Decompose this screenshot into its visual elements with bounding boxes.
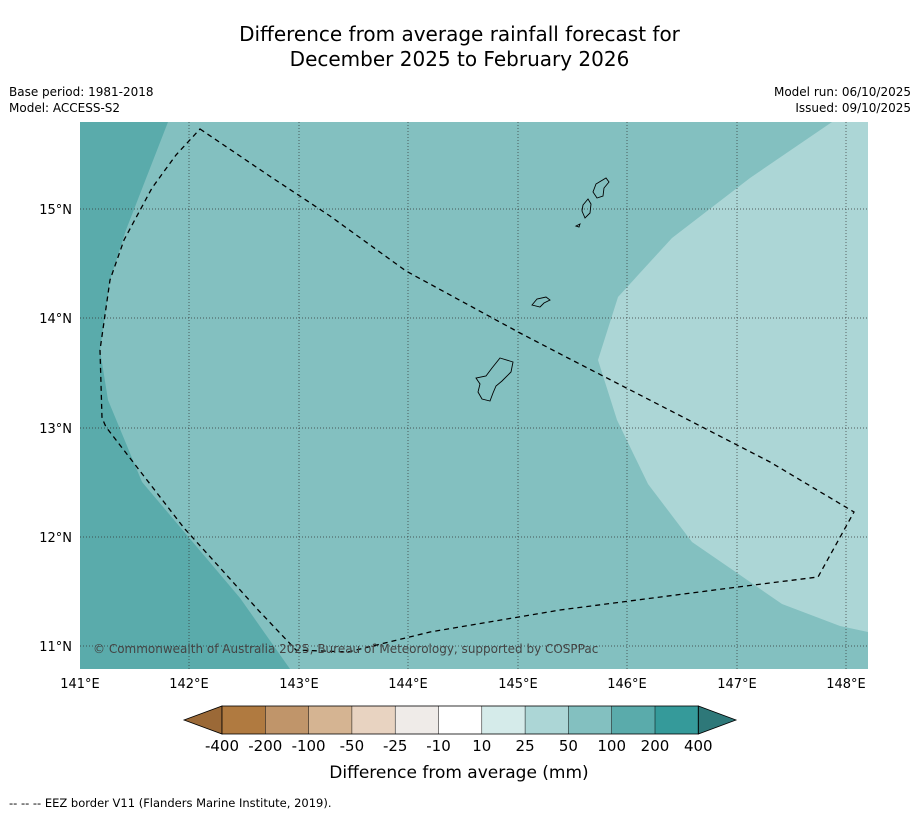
colorbar-swatch — [525, 706, 569, 734]
colorbar-swatch — [222, 706, 266, 734]
island-rota — [531, 296, 551, 308]
issued-date: Issued: 09/10/2025 — [795, 101, 911, 115]
colorbar-tick-label: -200 — [248, 737, 282, 755]
lat-label: 11°N — [39, 640, 72, 655]
island-saipan — [592, 177, 610, 199]
lat-label: 14°N — [39, 312, 72, 327]
rainfall-bands — [80, 122, 868, 669]
colorbar — [182, 705, 738, 735]
island-aguijan — [574, 223, 581, 228]
colorbar-swatch — [265, 706, 309, 734]
islands — [475, 177, 610, 402]
colorbar-swatch — [568, 706, 612, 734]
colorbar-swatch — [351, 706, 396, 734]
colorbar-tick-label: -25 — [383, 737, 408, 755]
copyright-notice: © Commonwealth of Australia 2025, Bureau… — [93, 642, 598, 656]
lon-label: 141°E — [60, 677, 100, 692]
chart-title: Difference from average rainfall forecas… — [0, 22, 919, 72]
colorbar-extend-low — [182, 705, 223, 735]
colorbar-tick-label: -50 — [340, 737, 365, 755]
footnote: -- -- -- EEZ border V11 (Flanders Marine… — [9, 796, 332, 810]
latitude-labels: 15°N 14°N 13°N 12°N 11°N — [39, 203, 72, 655]
colorbar-tick-label: 50 — [559, 737, 578, 755]
island-tinian — [581, 198, 592, 219]
graticule — [80, 122, 868, 669]
lon-label: 148°E — [826, 677, 866, 692]
meta-right: Model run: 06/10/2025 Issued: 09/10/2025 — [774, 84, 911, 116]
colorbar-swatch — [655, 706, 699, 734]
colorbar-swatch — [308, 706, 352, 734]
lon-label: 147°E — [717, 677, 757, 692]
colorbar-tick-label: 10 — [472, 737, 491, 755]
lon-label: 146°E — [607, 677, 647, 692]
colorbar-tick-label: 400 — [684, 737, 713, 755]
colorbar-swatch — [438, 706, 482, 734]
colorbar-swatch — [395, 706, 439, 734]
colorbar-swatch — [611, 706, 655, 734]
meta-left: Base period: 1981-2018 Model: ACCESS-S2 — [9, 84, 154, 116]
band-25-50 — [598, 122, 868, 632]
lon-label: 142°E — [169, 677, 209, 692]
colorbar-tick-label: -100 — [292, 737, 326, 755]
colorbar-tick-label: 100 — [597, 737, 626, 755]
colorbar-extend-high — [697, 705, 738, 735]
lat-label: 12°N — [39, 531, 72, 546]
title-line-1: Difference from average rainfall forecas… — [239, 22, 680, 46]
title-line-2: December 2025 to February 2026 — [289, 47, 630, 71]
colorbar-swatch — [481, 706, 526, 734]
lat-label: 13°N — [39, 422, 72, 437]
lon-label: 145°E — [498, 677, 538, 692]
colorbar-tick-label: 25 — [516, 737, 535, 755]
colorbar-labels: -400 -200 -100 -50 -25 -10 10 25 50 100 200 400 — [205, 737, 713, 755]
lat-label: 15°N — [39, 203, 72, 218]
colorbar-tick-label: -10 — [426, 737, 451, 755]
colorbar-tick-label: -400 — [205, 737, 239, 755]
eez-border — [99, 128, 855, 653]
colorbar-title: Difference from average (mm) — [329, 763, 588, 783]
model-name: Model: ACCESS-S2 — [9, 101, 121, 115]
colorbar-frame — [221, 705, 699, 735]
colorbar-tick-label: 200 — [641, 737, 670, 755]
lon-label: 143°E — [279, 677, 319, 692]
lon-label: 144°E — [388, 677, 428, 692]
longitude-labels: 141°E 142°E 143°E 144°E 145°E 146°E 147°E 148°E — [60, 677, 866, 692]
base-period: Base period: 1981-2018 — [9, 85, 154, 99]
model-run: Model run: 06/10/2025 — [773, 85, 911, 99]
island-guam — [475, 357, 514, 402]
